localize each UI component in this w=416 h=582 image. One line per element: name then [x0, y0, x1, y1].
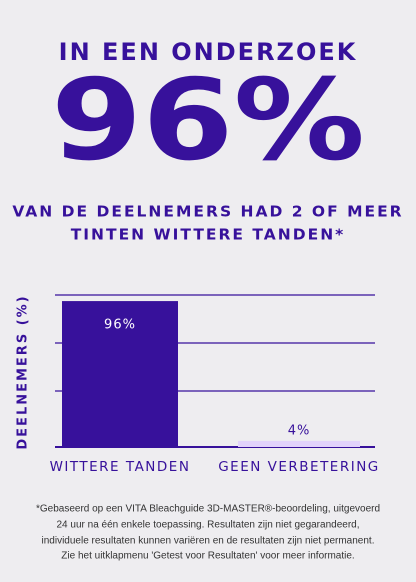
bar	[238, 440, 360, 447]
footnote: *Gebaseerd op een VITA Bleachguide 3D-MA…	[36, 504, 380, 515]
y-axis-label: DEELNEMERS (%)	[16, 294, 31, 449]
x-tick-label: GEEN VERBETERING	[218, 459, 380, 475]
value-label: 4%	[288, 423, 311, 438]
headline: 96%	[51, 56, 365, 186]
bar	[62, 301, 178, 447]
subtitle: TINTEN WITTERE TANDEN*	[71, 226, 346, 244]
x-tick-label: WITTERE TANDEN	[50, 459, 191, 475]
subtitle: VAN DE DEELNEMERS HAD 2 OF MEER	[12, 203, 403, 221]
value-label: 96%	[104, 318, 136, 333]
plot: 96% WITTERE TANDEN 4% GEEN VERBETERING	[50, 294, 380, 475]
footnote: 24 uur na één enkele toepassing. Resulta…	[57, 520, 360, 531]
footnote: individuele resultaten kunnen variëren e…	[42, 536, 375, 547]
title: IN EEN ONDERZOEK	[59, 38, 358, 66]
footnote: Zie het uitklapmenu 'Getest voor Resulta…	[61, 551, 354, 562]
